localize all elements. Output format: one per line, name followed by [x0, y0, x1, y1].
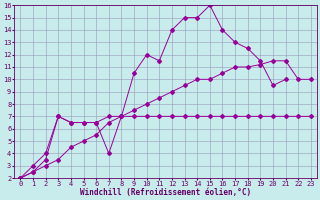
X-axis label: Windchill (Refroidissement éolien,°C): Windchill (Refroidissement éolien,°C): [80, 188, 251, 197]
